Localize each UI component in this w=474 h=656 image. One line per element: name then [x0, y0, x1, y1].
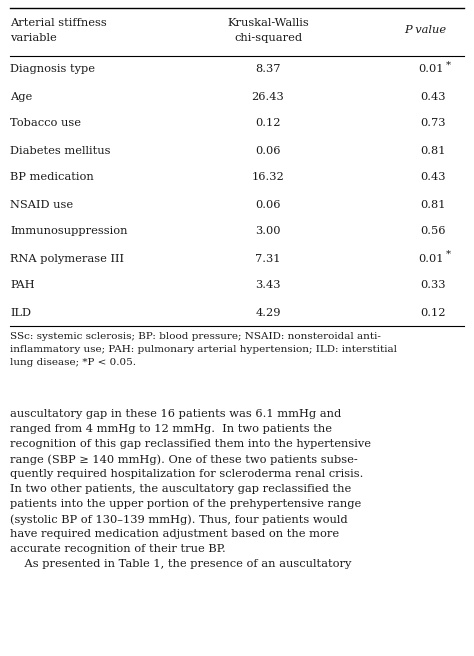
Text: BP medication: BP medication — [10, 173, 94, 182]
Text: 0.33: 0.33 — [420, 281, 446, 291]
Text: 0.73: 0.73 — [420, 119, 446, 129]
Text: P value: P value — [404, 25, 446, 35]
Text: SSc: systemic sclerosis; BP: blood pressure; NSAID: nonsteroidal anti-: SSc: systemic sclerosis; BP: blood press… — [10, 332, 381, 341]
Text: variable: variable — [10, 33, 57, 43]
Text: chi-squared: chi-squared — [234, 33, 302, 43]
Text: 3.43: 3.43 — [255, 281, 281, 291]
Text: Immunosuppression: Immunosuppression — [10, 226, 128, 237]
Text: NSAID use: NSAID use — [10, 199, 73, 209]
Text: 4.29: 4.29 — [255, 308, 281, 318]
Text: Diagnosis type: Diagnosis type — [10, 64, 95, 75]
Text: 0.56: 0.56 — [420, 226, 446, 237]
Text: recognition of this gap reclassified them into the hypertensive: recognition of this gap reclassified the… — [10, 439, 371, 449]
Text: 3.00: 3.00 — [255, 226, 281, 237]
Text: inflammatory use; PAH: pulmonary arterial hypertension; ILD: interstitial: inflammatory use; PAH: pulmonary arteria… — [10, 345, 397, 354]
Text: auscultatory gap in these 16 patients was 6.1 mmHg and: auscultatory gap in these 16 patients wa… — [10, 409, 341, 419]
Text: ILD: ILD — [10, 308, 31, 318]
Text: 0.06: 0.06 — [255, 199, 281, 209]
Text: (systolic BP of 130–139 mmHg). Thus, four patients would: (systolic BP of 130–139 mmHg). Thus, fou… — [10, 514, 347, 525]
Text: As presented in Table 1, the presence of an auscultatory: As presented in Table 1, the presence of… — [10, 559, 351, 569]
Text: ranged from 4 mmHg to 12 mmHg.  In two patients the: ranged from 4 mmHg to 12 mmHg. In two pa… — [10, 424, 332, 434]
Text: Age: Age — [10, 91, 32, 102]
Text: *: * — [446, 61, 451, 70]
Text: 7.31: 7.31 — [255, 253, 281, 264]
Text: RNA polymerase III: RNA polymerase III — [10, 253, 124, 264]
Text: quently required hospitalization for scleroderma renal crisis.: quently required hospitalization for scl… — [10, 469, 364, 479]
Text: 16.32: 16.32 — [252, 173, 284, 182]
Text: accurate recognition of their true BP.: accurate recognition of their true BP. — [10, 544, 226, 554]
Text: have required medication adjustment based on the more: have required medication adjustment base… — [10, 529, 339, 539]
Text: 0.81: 0.81 — [420, 199, 446, 209]
Text: patients into the upper portion of the prehypertensive range: patients into the upper portion of the p… — [10, 499, 361, 509]
Text: PAH: PAH — [10, 281, 35, 291]
Text: 0.81: 0.81 — [420, 146, 446, 155]
Text: 26.43: 26.43 — [252, 91, 284, 102]
Text: 0.01: 0.01 — [419, 253, 444, 264]
Text: 0.43: 0.43 — [420, 91, 446, 102]
Text: Arterial stiffness: Arterial stiffness — [10, 18, 107, 28]
Text: In two other patients, the auscultatory gap reclassified the: In two other patients, the auscultatory … — [10, 484, 351, 494]
Text: 0.06: 0.06 — [255, 146, 281, 155]
Text: 8.37: 8.37 — [255, 64, 281, 75]
Text: Tobacco use: Tobacco use — [10, 119, 81, 129]
Text: *: * — [446, 250, 451, 259]
Text: lung disease; *P < 0.05.: lung disease; *P < 0.05. — [10, 358, 136, 367]
Text: 0.12: 0.12 — [420, 308, 446, 318]
Text: 0.12: 0.12 — [255, 119, 281, 129]
Text: Diabetes mellitus: Diabetes mellitus — [10, 146, 110, 155]
Text: 0.43: 0.43 — [420, 173, 446, 182]
Text: range (SBP ≥ 140 mmHg). One of these two patients subse-: range (SBP ≥ 140 mmHg). One of these two… — [10, 454, 358, 464]
Text: Kruskal-Wallis: Kruskal-Wallis — [227, 18, 309, 28]
Text: 0.01: 0.01 — [419, 64, 444, 75]
